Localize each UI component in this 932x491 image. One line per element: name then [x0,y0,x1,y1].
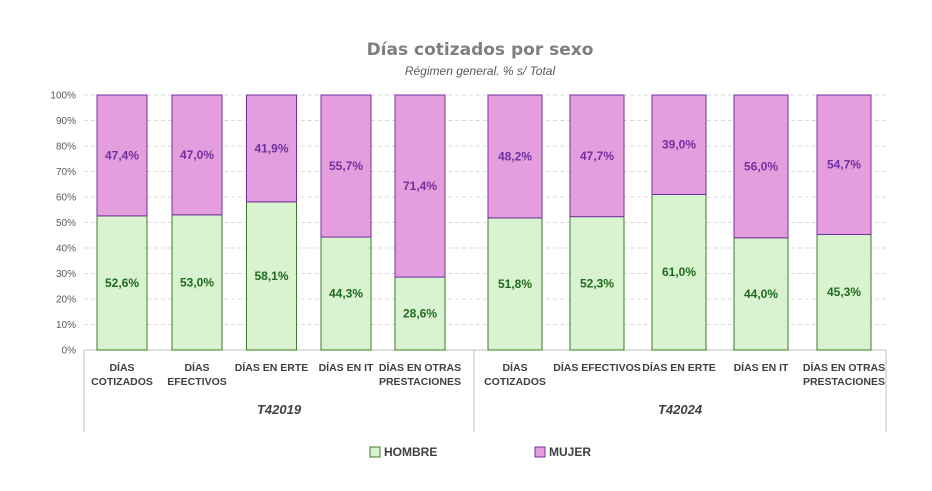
group-label: T42019 [257,402,302,417]
y-tick-label: 10% [56,320,76,331]
data-label-hombre: 51,8% [498,277,532,291]
data-label-mujer: 48,2% [498,149,532,163]
data-label-mujer: 47,0% [180,148,214,162]
y-tick-label: 60% [56,193,76,204]
legend-label-mujer: MUJER [549,445,591,459]
bar-hombre [816,233,872,351]
bar-mujer [320,94,372,238]
data-label-mujer: 56,0% [744,159,778,173]
category-label: PRESTACIONES [379,376,461,388]
y-tick-label: 90% [56,116,76,127]
bar-mujer [569,94,625,218]
data-label-hombre: 61,0% [662,265,696,279]
y-tick-label: 70% [56,167,76,178]
data-label-mujer: 47,7% [580,149,614,163]
category-label: COTIZADOS [91,376,153,388]
category-label: DÍAS [109,361,134,374]
bar-mujer [171,94,223,216]
y-axis: 0% 10% 20% 30% 40% 50% 60% 70% 80% 90% 100% [50,91,76,357]
data-label-mujer: 71,4% [403,179,437,193]
legend-swatch-mujer [534,446,546,458]
bar-mujer [246,94,297,203]
category-label: PRESTACIONES [803,376,885,388]
category-label: DÍAS EN IT [319,361,374,374]
data-label-hombre: 52,6% [105,276,139,290]
bar-hombre [651,193,707,351]
category-label: DÍAS EN OTRAS [379,361,461,374]
y-tick-label: 0% [62,346,77,357]
category-label: DÍAS EN ERTE [642,361,716,374]
category-label: DÍAS EN OTRAS [803,361,885,374]
bar-mujer [733,94,789,239]
bar-hombre [487,217,543,351]
category-label: DÍAS EFECTIVOS [553,361,641,374]
chart-subtitle: Régimen general. % s/ Total [405,64,556,78]
data-label-mujer: 54,7% [827,158,861,172]
chart-title: Días cotizados por sexo [367,40,594,60]
bar-hombre [733,237,789,351]
y-tick-label: 80% [56,142,76,153]
data-label-mujer: 47,4% [105,148,139,162]
bar-mujer [96,94,148,217]
bar-hombre [96,215,148,351]
legend-label-hombre: HOMBRE [384,445,437,459]
bars: 52,6% 47,4% 53,0% 47,0% 58,1% 41,9% 44,3% 55,7%… [96,94,872,351]
bar-hombre [569,216,625,351]
bar-hombre [171,214,223,351]
bar-hombre [320,236,372,351]
data-label-hombre: 53,0% [180,275,214,289]
legend: HOMBRE MUJER [369,445,591,459]
data-label-mujer: 41,9% [254,141,288,155]
bar-mujer [816,94,872,235]
category-label: EFECTIVOS [167,376,227,388]
data-label-hombre: 44,3% [329,287,363,301]
bar-mujer [394,94,446,278]
y-tick-label: 50% [56,218,76,229]
data-label-hombre: 52,3% [580,276,614,290]
category-label: DÍAS [502,361,527,374]
y-tick-label: 20% [56,295,76,306]
y-tick-label: 30% [56,269,76,280]
legend-swatch-hombre [369,446,381,458]
category-label: DÍAS [184,361,209,374]
y-tick-label: 100% [50,91,76,102]
group-label: T42024 [658,402,703,417]
data-label-hombre: 28,6% [403,307,437,321]
y-tick-label: 40% [56,244,76,255]
category-label: DÍAS EN IT [734,361,789,374]
data-label-hombre: 44,0% [744,287,778,301]
bar-mujer [487,94,543,219]
data-label-mujer: 39,0% [662,138,696,152]
category-label: DÍAS EN ERTE [235,361,309,374]
bar-hombre [394,276,446,351]
data-label-mujer: 55,7% [329,159,363,173]
data-label-hombre: 45,3% [827,285,861,299]
bar-mujer [651,94,707,195]
data-label-hombre: 58,1% [254,269,288,283]
category-label: COTIZADOS [484,376,546,388]
